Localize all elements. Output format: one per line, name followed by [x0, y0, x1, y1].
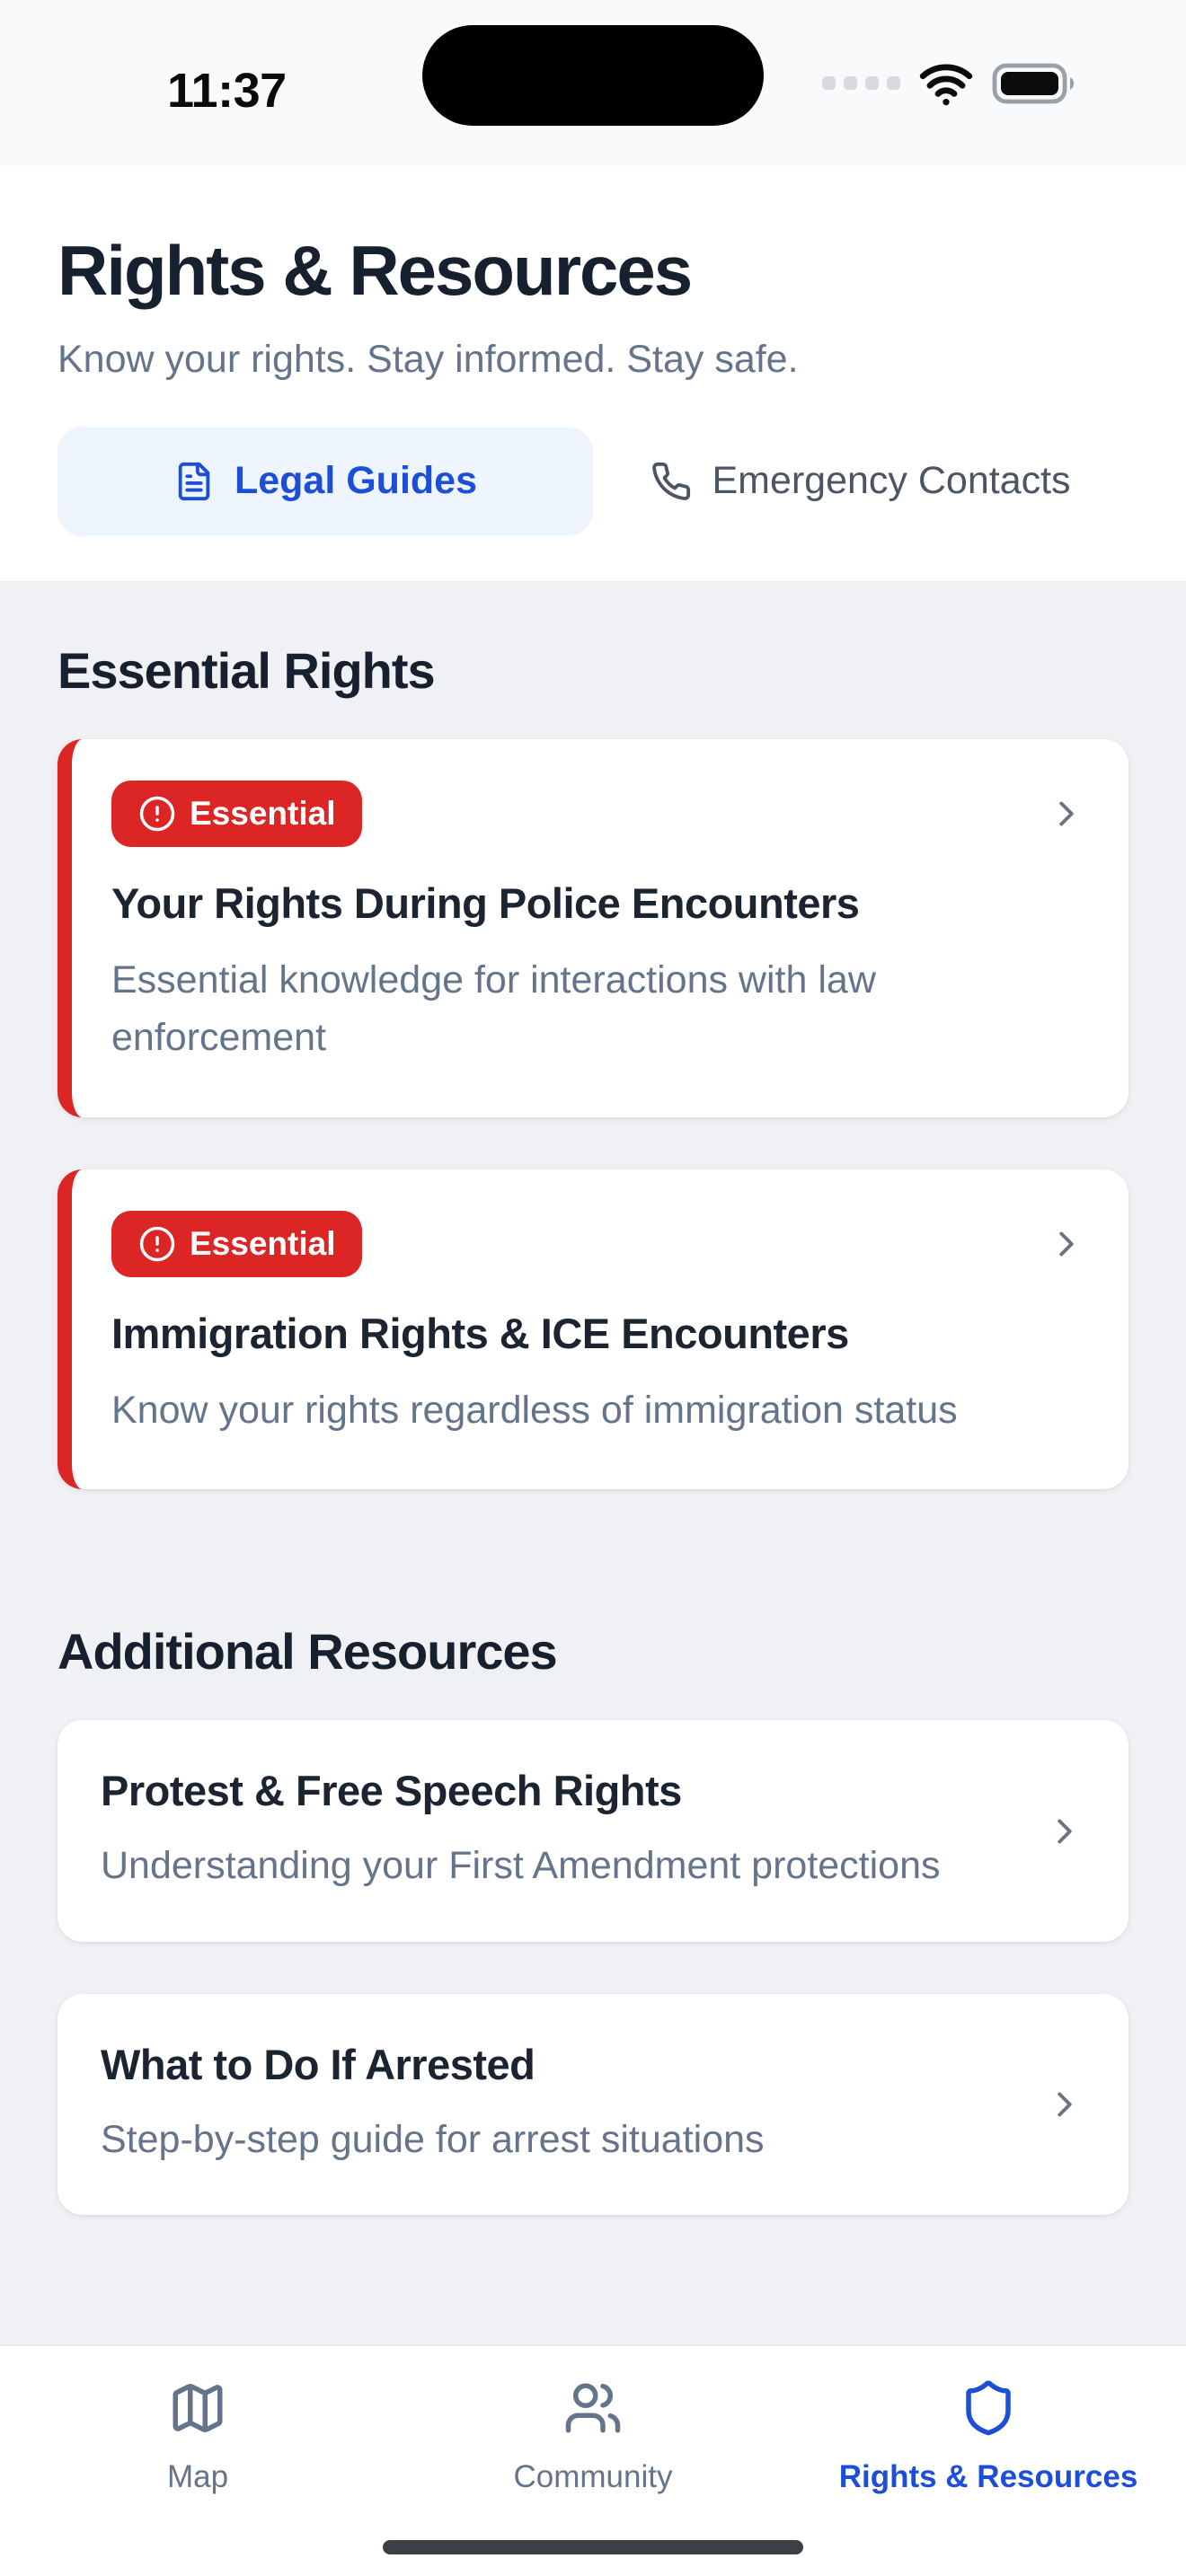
document-icon — [178, 462, 210, 500]
chevron-right-icon — [1059, 1231, 1074, 1257]
tab-bar: Legal Guides Emergency Contacts — [58, 426, 1128, 536]
content-area: Essential Rights Essential Your Rights D… — [0, 581, 1186, 2344]
card-text: What to Do If Arrested Step-by-step guid… — [101, 2041, 765, 2169]
shield-icon — [966, 2380, 1011, 2436]
card-description: Step-by-step guide for arrest situations — [101, 2117, 765, 2161]
guide-card-police-encounters[interactable]: Essential Your Rights During Police Enco… — [58, 738, 1128, 1117]
alert-circle-icon — [139, 796, 175, 831]
section-heading-essential-rights: Essential Rights — [58, 641, 436, 699]
section-heading-additional-resources: Additional Resources — [58, 1623, 558, 1681]
nav-community[interactable]: Community — [395, 2346, 791, 2576]
bottom-nav: Map Community Rights & Resources — [0, 2344, 1186, 2576]
users-icon — [565, 2383, 621, 2433]
phone-icon — [652, 462, 691, 500]
card-text: Protest & Free Speech Rights Understandi… — [101, 1767, 941, 1895]
tab-emergency-contacts[interactable]: Emergency Contacts — [593, 427, 1128, 536]
dynamic-island — [422, 25, 764, 126]
card-title: What to Do If Arrested — [101, 2040, 535, 2088]
nav-rights-resources[interactable]: Rights & Resources — [791, 2346, 1186, 2576]
page-subtitle: Know your rights. Stay informed. Stay sa… — [58, 337, 799, 381]
guide-card-protest-rights[interactable]: Protest & Free Speech Rights Understandi… — [58, 1720, 1128, 1942]
page-title: Rights & Resources — [58, 231, 693, 310]
status-time: 11:37 — [167, 64, 287, 118]
badge-label: Essential — [190, 1224, 336, 1262]
tab-label: Legal Guides — [234, 459, 477, 503]
map-icon — [173, 2384, 223, 2432]
nav-label: Map — [166, 2459, 229, 2494]
badge-label: Essential — [190, 794, 336, 832]
nav-label: Rights & Resources — [838, 2459, 1138, 2494]
card-description: Know your rights regardless of immigrati… — [111, 1388, 958, 1432]
guide-card-arrested[interactable]: What to Do If Arrested Step-by-step guid… — [58, 1993, 1128, 2216]
card-title: Protest & Free Speech Rights — [101, 1767, 682, 1815]
status-icons — [822, 0, 1076, 166]
essential-badge: Essential — [111, 1210, 363, 1277]
status-bar: 11:37 — [0, 0, 1186, 166]
nav-map[interactable]: Map — [0, 2346, 395, 2576]
cellular-signal-icon — [822, 76, 900, 90]
home-indicator[interactable] — [383, 2540, 803, 2554]
alert-circle-icon — [139, 1226, 175, 1261]
tab-legal-guides[interactable]: Legal Guides — [58, 426, 593, 536]
tab-label: Emergency Contacts — [712, 459, 1071, 503]
page-header: Rights & Resources Know your rights. Sta… — [0, 166, 1186, 582]
guide-card-immigration-rights[interactable]: Essential Immigration Rights & ICE Encou… — [58, 1169, 1128, 1490]
chevron-right-icon — [1059, 801, 1074, 826]
wifi-icon — [919, 64, 973, 105]
card-title: Immigration Rights & ICE Encounters — [111, 1309, 849, 1357]
battery-icon — [992, 63, 1075, 103]
chevron-right-icon — [1058, 1819, 1072, 1843]
card-title: Your Rights During Police Encounters — [111, 878, 860, 927]
essential-badge: Essential — [111, 780, 363, 847]
nav-label: Community — [513, 2459, 673, 2494]
chevron-right-icon — [1058, 2092, 1072, 2117]
card-description: Essential knowledge for interactions wit… — [111, 957, 876, 1060]
card-description: Understanding your First Amendment prote… — [101, 1844, 941, 1888]
